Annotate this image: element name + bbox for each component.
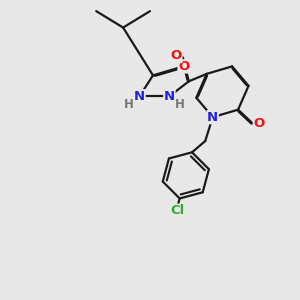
Text: H: H bbox=[124, 98, 134, 111]
Text: N: N bbox=[134, 90, 145, 103]
Text: O: O bbox=[171, 50, 182, 62]
Text: N: N bbox=[164, 90, 175, 103]
Text: O: O bbox=[254, 117, 265, 130]
Text: O: O bbox=[178, 60, 189, 73]
Text: N: N bbox=[207, 111, 218, 124]
Text: H: H bbox=[175, 98, 185, 111]
Text: Cl: Cl bbox=[170, 204, 184, 217]
